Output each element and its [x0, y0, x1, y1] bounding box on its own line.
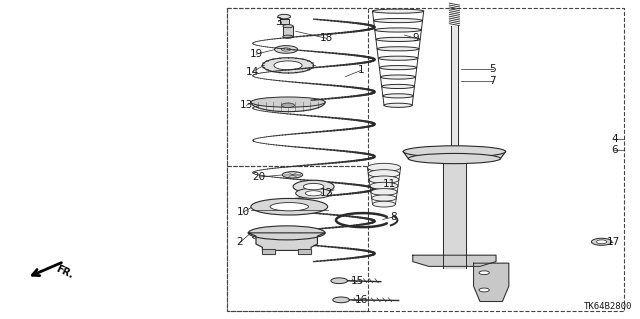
- Polygon shape: [443, 163, 466, 268]
- Text: 5: 5: [490, 63, 496, 74]
- Ellipse shape: [375, 28, 421, 32]
- Ellipse shape: [372, 195, 396, 201]
- Ellipse shape: [380, 65, 417, 70]
- Text: 12: 12: [320, 188, 333, 198]
- Ellipse shape: [251, 97, 325, 107]
- Ellipse shape: [372, 9, 424, 13]
- Polygon shape: [413, 255, 496, 266]
- Text: TK64B2800: TK64B2800: [584, 302, 632, 311]
- Polygon shape: [298, 249, 311, 254]
- Ellipse shape: [331, 278, 348, 284]
- Text: 14: 14: [246, 67, 259, 77]
- Ellipse shape: [368, 170, 400, 178]
- Ellipse shape: [381, 75, 415, 79]
- Ellipse shape: [262, 58, 314, 73]
- Text: 16: 16: [355, 295, 368, 305]
- Text: 8: 8: [390, 212, 397, 222]
- Ellipse shape: [293, 180, 334, 193]
- Ellipse shape: [403, 146, 506, 157]
- Ellipse shape: [383, 94, 413, 98]
- Ellipse shape: [370, 182, 398, 189]
- Ellipse shape: [376, 37, 420, 41]
- Text: 20: 20: [253, 172, 266, 182]
- Bar: [283, 26, 293, 37]
- Ellipse shape: [367, 163, 401, 172]
- Ellipse shape: [369, 176, 399, 183]
- Ellipse shape: [303, 183, 324, 190]
- Bar: [280, 19, 289, 24]
- Ellipse shape: [270, 203, 308, 211]
- Ellipse shape: [275, 46, 298, 53]
- Ellipse shape: [384, 103, 412, 108]
- Text: 9: 9: [413, 33, 419, 43]
- Ellipse shape: [296, 188, 332, 198]
- Ellipse shape: [333, 297, 349, 303]
- Polygon shape: [474, 263, 509, 301]
- Polygon shape: [451, 26, 458, 163]
- Ellipse shape: [377, 47, 419, 51]
- Text: FR.: FR.: [54, 263, 75, 280]
- Ellipse shape: [479, 288, 489, 292]
- Text: 4: 4: [611, 134, 618, 144]
- Polygon shape: [262, 249, 275, 254]
- Ellipse shape: [278, 14, 291, 19]
- Text: 11: 11: [383, 179, 396, 189]
- Text: 10: 10: [237, 207, 250, 217]
- Text: 18: 18: [320, 33, 333, 43]
- Ellipse shape: [282, 48, 291, 51]
- Text: 3: 3: [275, 17, 282, 27]
- Text: 17: 17: [607, 237, 620, 248]
- Ellipse shape: [283, 35, 293, 38]
- Polygon shape: [251, 102, 325, 112]
- Text: 1: 1: [358, 65, 365, 75]
- Ellipse shape: [408, 153, 500, 164]
- Ellipse shape: [274, 61, 302, 70]
- Polygon shape: [248, 233, 325, 250]
- Text: 19: 19: [250, 49, 262, 59]
- Text: 15: 15: [351, 276, 364, 286]
- Ellipse shape: [381, 84, 415, 89]
- Ellipse shape: [282, 103, 294, 108]
- Text: 6: 6: [611, 145, 618, 155]
- Ellipse shape: [372, 201, 396, 207]
- Ellipse shape: [479, 271, 489, 275]
- Text: 2: 2: [237, 237, 243, 248]
- Ellipse shape: [374, 19, 422, 23]
- Polygon shape: [403, 152, 506, 160]
- Ellipse shape: [378, 56, 418, 60]
- Ellipse shape: [251, 198, 328, 215]
- Ellipse shape: [283, 25, 293, 28]
- Ellipse shape: [596, 240, 607, 244]
- Text: 7: 7: [490, 76, 496, 86]
- Ellipse shape: [591, 238, 612, 245]
- Ellipse shape: [282, 172, 303, 178]
- Text: 13: 13: [240, 100, 253, 110]
- Ellipse shape: [371, 189, 397, 195]
- Ellipse shape: [248, 226, 325, 240]
- Ellipse shape: [305, 191, 322, 196]
